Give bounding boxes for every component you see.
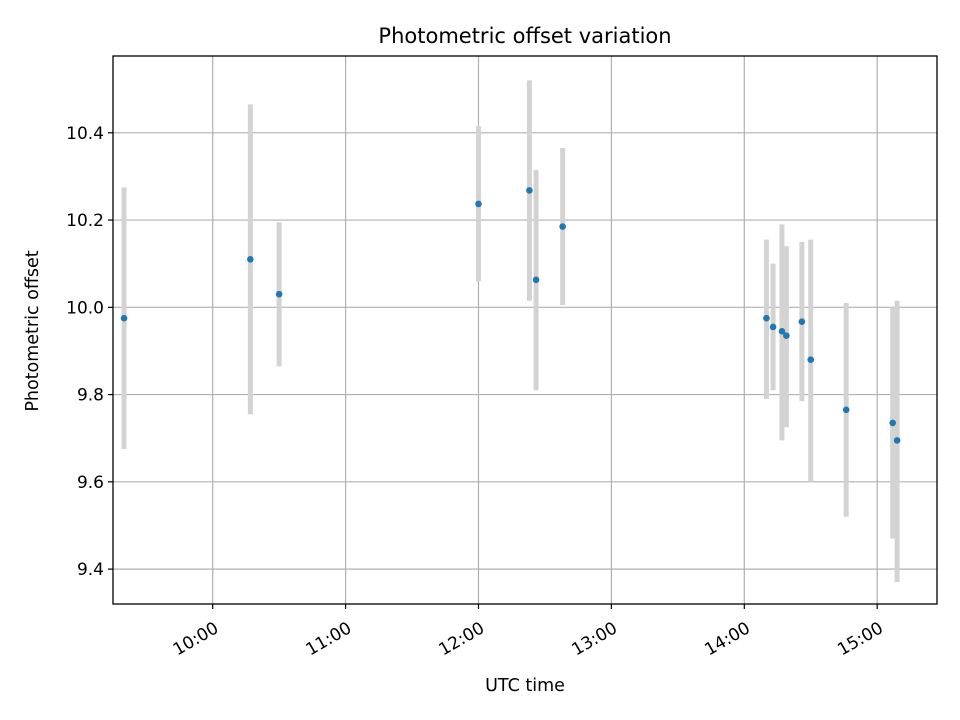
x-axis-label: UTC time <box>485 676 565 696</box>
y-tick-label: 10.2 <box>66 211 104 231</box>
y-axis-label: Photometric offset <box>23 250 43 411</box>
y-tick-label: 10.0 <box>66 298 104 318</box>
data-point <box>532 276 540 284</box>
data-point <box>798 318 806 326</box>
data-point <box>778 328 786 335</box>
data-point <box>842 406 850 414</box>
data-point <box>247 256 254 263</box>
y-tick: 9.6 <box>77 473 113 493</box>
y-tick-label: 9.8 <box>77 386 104 406</box>
data-points <box>120 187 901 444</box>
y-tick: 9.8 <box>77 386 113 406</box>
data-point <box>893 437 901 444</box>
data-point <box>120 314 128 322</box>
data-point <box>275 290 283 298</box>
y-tick: 10.4 <box>66 124 113 144</box>
data-point <box>889 419 896 427</box>
y-tick-label: 10.4 <box>66 124 104 144</box>
data-point <box>783 332 790 339</box>
y-tick: 10.0 <box>66 298 113 318</box>
chart-title: Photometric offset variation <box>378 24 671 48</box>
y-tick: 9.4 <box>77 560 113 580</box>
y-tick-label: 9.6 <box>77 473 104 493</box>
plot-frame <box>112 55 938 605</box>
data-point <box>807 356 815 363</box>
data-point <box>475 200 482 208</box>
data-point <box>526 187 533 194</box>
y-tick: 10.2 <box>66 211 113 231</box>
data-point <box>763 314 770 322</box>
data-point <box>769 323 777 331</box>
y-axis-ticks: 9.4 9.6 9.8 10.0 10.2 10.4 <box>66 124 113 580</box>
data-point <box>559 223 566 230</box>
y-tick-label: 9.4 <box>77 560 104 580</box>
